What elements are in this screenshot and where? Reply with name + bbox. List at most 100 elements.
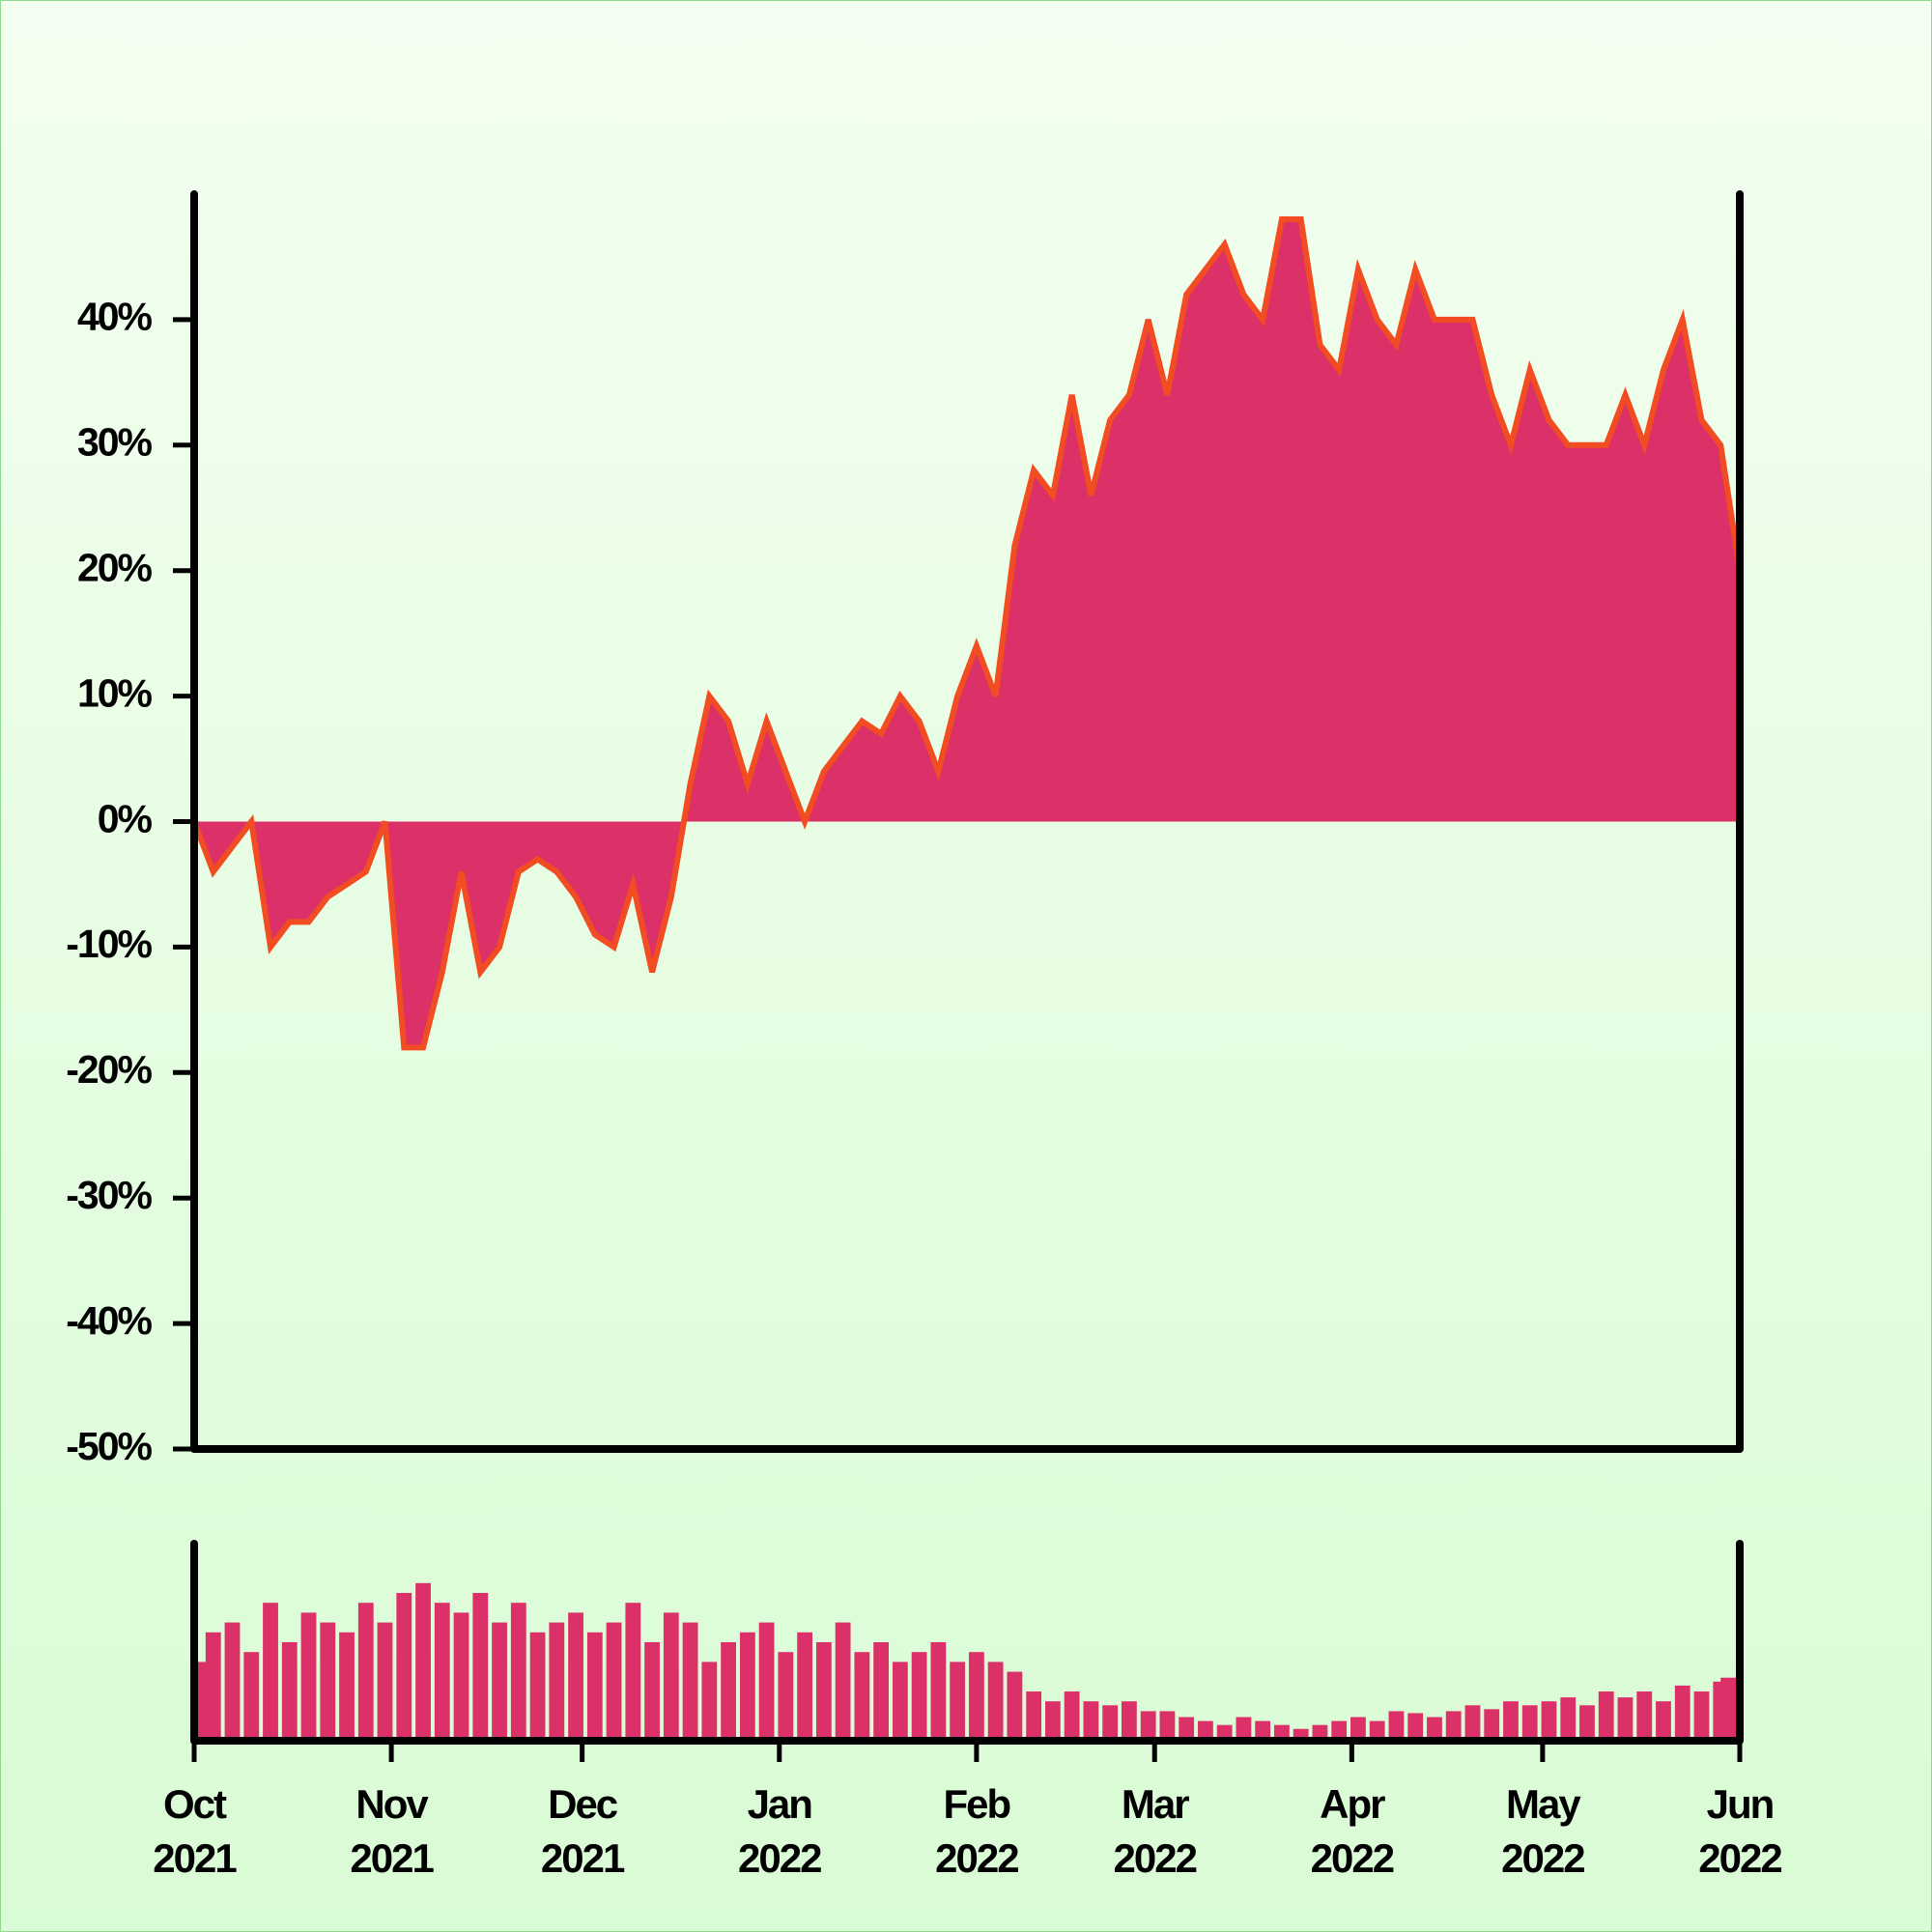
volume-bar <box>568 1612 583 1741</box>
volume-bar <box>1102 1705 1119 1741</box>
volume-bar <box>892 1662 908 1741</box>
x-tick-label: Apr 2022 <box>1310 1781 1395 1881</box>
volume-bar <box>701 1662 718 1741</box>
volume-bar <box>854 1652 870 1741</box>
volume-bar <box>1560 1697 1577 1741</box>
volume-bar <box>263 1603 278 1741</box>
volume-bar <box>1122 1701 1137 1741</box>
volume-bar <box>1255 1720 1271 1741</box>
y-tick-label: -50% <box>66 1424 152 1468</box>
volume-bar <box>873 1642 890 1741</box>
volume-bar <box>778 1652 794 1741</box>
volume-bar <box>1274 1724 1290 1741</box>
x-tick-label: Feb 2022 <box>935 1781 1019 1881</box>
x-tick-label: Jun 2022 <box>1698 1781 1782 1881</box>
area <box>194 218 1740 1048</box>
volume-bar <box>472 1593 489 1741</box>
volume-bar <box>1064 1691 1080 1741</box>
volume-bar <box>243 1652 260 1741</box>
volume-bar <box>396 1593 412 1741</box>
volume-bar <box>606 1622 622 1741</box>
volume-bar <box>1720 1677 1736 1741</box>
volume-bar <box>625 1603 641 1741</box>
volume-bar <box>815 1642 832 1741</box>
volume-bar <box>1674 1685 1690 1741</box>
axis-frame <box>190 1540 1744 1745</box>
volume-bar <box>1312 1724 1328 1741</box>
volume-bar <box>586 1632 603 1741</box>
volume-bar <box>549 1622 565 1741</box>
y-tick-label: -30% <box>66 1173 152 1217</box>
volume-bar <box>1407 1713 1424 1741</box>
volume-bar <box>1179 1717 1195 1741</box>
volume-bar <box>1484 1709 1500 1741</box>
volume-bar <box>797 1632 812 1741</box>
volume-bar <box>1636 1691 1653 1741</box>
volume-bar <box>758 1622 775 1741</box>
volume-bar <box>1503 1701 1519 1741</box>
volume-bar <box>1198 1720 1213 1741</box>
volume-bar <box>320 1622 336 1741</box>
volume-bar <box>510 1603 526 1741</box>
volume-bar <box>453 1612 469 1741</box>
volume-bar <box>1521 1705 1538 1741</box>
y-tick-label: 10% <box>77 670 153 715</box>
volume-bar <box>911 1652 927 1741</box>
line <box>191 215 1743 1051</box>
volume-bar <box>739 1632 755 1741</box>
x-tick-label: Nov 2021 <box>350 1781 434 1881</box>
volume-bar <box>950 1662 966 1741</box>
y-tick-label: 30% <box>77 420 153 465</box>
volume-bar <box>529 1632 546 1741</box>
volume-bar <box>300 1612 317 1741</box>
volume-bar <box>377 1622 393 1741</box>
x-tick-label: Jan 2022 <box>738 1781 822 1881</box>
volume-bar <box>492 1622 507 1741</box>
volume-bar <box>1007 1671 1023 1741</box>
volume-bar <box>1617 1697 1634 1741</box>
volume-bar <box>357 1603 374 1741</box>
x-tick-label: Dec 2021 <box>540 1781 625 1881</box>
volume-bar <box>1140 1711 1156 1741</box>
volume-bar <box>1159 1711 1176 1741</box>
volume-bar <box>339 1632 355 1741</box>
volume-bar <box>1083 1701 1099 1741</box>
volume-bar <box>1331 1720 1348 1741</box>
volume-bar <box>415 1582 431 1741</box>
volume-bar <box>224 1622 241 1741</box>
volume-bar <box>987 1662 1004 1741</box>
volume-bar <box>1388 1711 1405 1741</box>
volume-bar <box>721 1642 736 1741</box>
y-tick-label: 0% <box>98 796 153 840</box>
volume-bar <box>1579 1705 1595 1741</box>
volume-bar <box>1369 1720 1385 1741</box>
volume-bar <box>644 1642 660 1741</box>
volume-bar <box>1541 1701 1557 1741</box>
volume-bar <box>1598 1691 1614 1741</box>
y-tick-label: 20% <box>77 546 153 590</box>
volume-bar <box>205 1632 221 1741</box>
volume-bar <box>434 1603 450 1741</box>
x-tick-label: Mar 2022 <box>1113 1781 1198 1881</box>
volume-bar <box>1216 1724 1233 1741</box>
volume-bar <box>1445 1711 1462 1741</box>
volume-bar <box>281 1642 298 1741</box>
axis-frame <box>190 190 1744 1453</box>
volume-bar <box>930 1642 947 1741</box>
y-tick-label: 40% <box>77 295 153 339</box>
x-tick-label: Oct 2021 <box>153 1781 237 1881</box>
volume-bar <box>1656 1701 1671 1741</box>
volume-bar <box>1427 1717 1442 1741</box>
volume-bar <box>1026 1691 1042 1741</box>
volume-bar <box>1044 1701 1061 1741</box>
volume-bar <box>682 1622 698 1741</box>
x-tick-label: May 2022 <box>1501 1781 1585 1881</box>
y-tick-label: -20% <box>66 1047 152 1092</box>
y-tick-label: -10% <box>66 922 152 966</box>
volume-bar <box>835 1622 851 1741</box>
volume-bar <box>1350 1717 1366 1741</box>
volume-bar <box>1693 1691 1710 1741</box>
y-tick-label: -40% <box>66 1298 152 1343</box>
